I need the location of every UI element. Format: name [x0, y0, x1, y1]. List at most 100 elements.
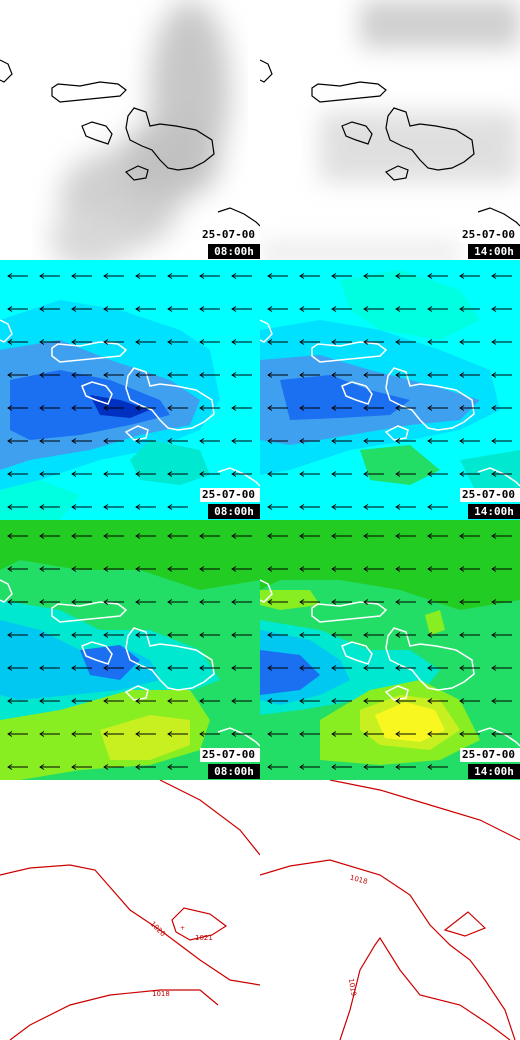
wind-arrow-icon [199, 731, 220, 737]
wind-arrow-icon [199, 698, 220, 704]
wind-arrow-icon [7, 632, 28, 638]
wind-arrow-icon [39, 599, 60, 605]
wind-arrow-icon [491, 566, 512, 572]
wind-arrow-icon [491, 372, 512, 378]
wind-arrow-icon [459, 339, 480, 345]
wind-arrow-icon [71, 632, 92, 638]
wind-arrow-icon [135, 632, 156, 638]
wind-arrow-icon [299, 306, 320, 312]
date-label: 25-07-00 [200, 488, 260, 502]
wind-arrow-icon [7, 764, 28, 770]
wind-arrow-icon [459, 533, 480, 539]
wind-arrow-icon [199, 339, 220, 345]
wind-arrow-icon [39, 566, 60, 572]
wind-arrow-icon [231, 698, 252, 704]
time-label: 14:00h [468, 764, 520, 779]
wind-arrow-icon [395, 372, 416, 378]
wind-arrow-icon [459, 372, 480, 378]
temperature-panel-0800: 25-07-00 08:00h [0, 520, 260, 780]
wind-arrow-icon [135, 764, 156, 770]
wind-arrow-icon [491, 273, 512, 279]
date-label: 25-07-00 [460, 748, 520, 762]
wind-arrow-icon [331, 339, 352, 345]
wind-arrow-icon [103, 764, 124, 770]
cloud-panel-0800: 25-07-00 08:00h [0, 0, 260, 260]
wind-arrow-icon [267, 273, 288, 279]
wind-arrow-icon [7, 533, 252, 770]
wind-arrow-icon [39, 471, 60, 477]
wind-arrow-icon [7, 533, 28, 539]
wind-arrow-icon [459, 632, 480, 638]
wind-arrow-icon [331, 438, 352, 444]
wind-arrow-icon [167, 372, 188, 378]
wind-arrow-icon [231, 339, 252, 345]
wind-arrow-icon [103, 471, 124, 477]
wind-arrow-icon [39, 438, 60, 444]
wind-arrow-icon [299, 504, 320, 510]
wind-arrow-icon [103, 665, 124, 671]
wind-arrow-icon [427, 372, 448, 378]
isobar-map: 1018 1019 [260, 780, 520, 1040]
wind-arrow-icon [267, 698, 288, 704]
cloud-panel-1400: 25-07-00 14:00h [260, 0, 520, 260]
wind-arrow-icon [459, 438, 480, 444]
wind-arrow-icon [363, 405, 384, 411]
wind-arrow-icon [167, 339, 188, 345]
wind-arrow-icon [199, 372, 220, 378]
wind-arrow-icon [395, 599, 416, 605]
wind-arrow-icon [331, 632, 352, 638]
wind-arrow-icon [39, 372, 60, 378]
wind-arrow-icon [459, 665, 480, 671]
wind-arrow-icon [427, 438, 448, 444]
wind-arrow-icon [167, 698, 188, 704]
wind-arrow-icon [231, 372, 252, 378]
wind-arrow-icon [267, 764, 288, 770]
wind-arrow-icon [299, 632, 320, 638]
wind-arrow-icon [363, 566, 384, 572]
wind-arrow-icon [7, 698, 28, 704]
wind-arrow-icon [7, 273, 252, 510]
wind-arrow-icon [71, 731, 92, 737]
svg-text:+: + [180, 925, 185, 932]
temperature-panel-1400: 25-07-00 14:00h [260, 520, 520, 780]
wind-arrow-icon [231, 438, 252, 444]
time-label: 14:00h [468, 244, 520, 259]
coastline [260, 59, 520, 227]
wind-arrow-icon [167, 504, 188, 510]
wind-arrow-icon [39, 273, 60, 279]
wind-arrow-icon [331, 764, 352, 770]
wind-arrow-icon [167, 599, 188, 605]
wind-arrow-icon [135, 599, 156, 605]
wind-arrow-icon [7, 566, 28, 572]
wind-arrow-icon [167, 632, 188, 638]
wind-arrow-icon [267, 438, 288, 444]
date-label: 25-07-00 [200, 228, 260, 242]
wind-arrow-icon [363, 599, 384, 605]
wind-arrow-icon [363, 632, 384, 638]
wind-arrow-icon [231, 306, 252, 312]
wind-arrow-icon [395, 632, 416, 638]
wind-arrow-icon [103, 632, 124, 638]
isobar-map: 1020 1021 1018 + [0, 780, 260, 1040]
wind-arrow-icon [103, 306, 124, 312]
wind-arrow-icon [331, 405, 352, 411]
wind-arrow-icon [39, 306, 60, 312]
wind-arrow-icon [7, 599, 28, 605]
wind-arrow-icon [135, 731, 156, 737]
wind-arrow-icon [71, 372, 92, 378]
wind-arrow-icon [459, 731, 480, 737]
wind-arrow-icon [427, 764, 448, 770]
wind-arrow-icon [199, 599, 220, 605]
wind-arrow-icon [491, 438, 512, 444]
wind-arrow-icon [7, 339, 28, 345]
wind-arrow-icon [363, 438, 384, 444]
wind-arrow-icon [331, 372, 352, 378]
isobar-panel-left: 1020 1021 1018 + [0, 780, 260, 1040]
wind-arrow-icon [363, 731, 384, 737]
wind-arrow-icon [267, 566, 288, 572]
wind-arrow-icon [491, 665, 512, 671]
wind-arrow-icon [395, 273, 416, 279]
wind-arrow-icon [231, 471, 252, 477]
wind-arrow-icon [103, 438, 124, 444]
wind-arrow-icon [103, 599, 124, 605]
